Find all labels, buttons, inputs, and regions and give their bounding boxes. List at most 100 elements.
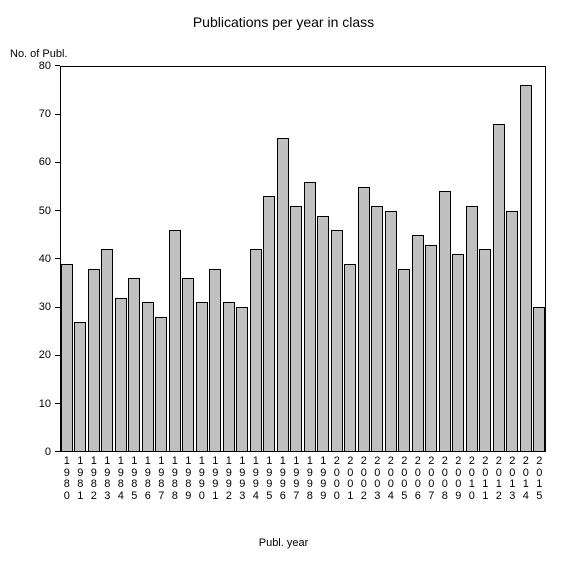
x-tick: 2010 <box>469 452 475 502</box>
x-tick: 1989 <box>185 452 191 502</box>
y-tick-label: 70 <box>29 108 55 120</box>
x-tick: 2001 <box>347 452 353 502</box>
y-tick-label: 60 <box>29 156 55 168</box>
x-tick: 2006 <box>415 452 421 502</box>
y-tick: 0 <box>29 443 60 461</box>
bar <box>439 191 451 452</box>
bar <box>88 269 100 452</box>
x-tick: 1995 <box>266 452 272 502</box>
bar <box>358 187 370 452</box>
y-tick-mark <box>55 451 60 452</box>
y-tick-label: 0 <box>29 446 55 458</box>
x-tick: 2015 <box>536 452 542 502</box>
bar <box>277 138 289 452</box>
x-tick: 1982 <box>91 452 97 502</box>
x-tick: 2007 <box>428 452 434 502</box>
y-tick-label: 40 <box>29 253 55 265</box>
bar <box>304 182 316 452</box>
x-tick: 2004 <box>388 452 394 502</box>
x-tick: 1987 <box>158 452 164 502</box>
bar <box>493 124 505 452</box>
bar <box>452 254 464 452</box>
bar <box>169 230 181 452</box>
bar <box>317 216 329 452</box>
y-tick-mark <box>55 114 60 115</box>
x-tick: 1994 <box>253 452 259 502</box>
bar <box>115 298 127 452</box>
x-tick: 2000 <box>334 452 340 502</box>
bar <box>128 278 140 452</box>
y-tick-mark <box>55 162 60 163</box>
x-tick: 1992 <box>226 452 232 502</box>
x-tick: 2012 <box>496 452 502 502</box>
bar <box>385 211 397 452</box>
y-tick: 10 <box>29 395 60 413</box>
figure: Publications per year in class No. of Pu… <box>0 0 567 567</box>
x-tick: 1998 <box>307 452 313 502</box>
y-tick: 40 <box>29 250 60 268</box>
y-tick-mark <box>55 355 60 356</box>
bar <box>412 235 424 452</box>
x-tick: 1986 <box>145 452 151 502</box>
x-tick: 2005 <box>401 452 407 502</box>
bar <box>533 307 545 452</box>
y-tick-mark <box>55 258 60 259</box>
x-tick: 1981 <box>77 452 83 502</box>
y-tick-mark <box>55 403 60 404</box>
bar <box>101 249 113 452</box>
bar <box>182 278 194 452</box>
bar <box>155 317 167 452</box>
x-tick: 1999 <box>320 452 326 502</box>
bar <box>61 264 73 452</box>
y-tick-mark <box>55 65 60 66</box>
bar <box>466 206 478 452</box>
bar <box>250 249 262 452</box>
bar <box>520 85 532 452</box>
y-tick-label: 10 <box>29 398 55 410</box>
x-tick: 2014 <box>523 452 529 502</box>
x-tick: 2011 <box>482 452 488 502</box>
x-tick: 2013 <box>509 452 515 502</box>
y-tick: 30 <box>29 298 60 316</box>
x-tick: 2008 <box>442 452 448 502</box>
bar <box>425 245 437 452</box>
bar <box>331 230 343 452</box>
x-tick: 1991 <box>212 452 218 502</box>
plot-area: 1980198119821983198419851986198719881989… <box>60 66 546 452</box>
chart-title: Publications per year in class <box>0 14 567 30</box>
bar <box>196 302 208 452</box>
x-tick: 1988 <box>172 452 178 502</box>
x-tick: 2002 <box>361 452 367 502</box>
y-tick: 50 <box>29 202 60 220</box>
x-axis-label: Publ. year <box>0 537 567 549</box>
x-tick: 1990 <box>199 452 205 502</box>
x-tick: 1993 <box>239 452 245 502</box>
x-tick: 1984 <box>118 452 124 502</box>
y-tick-label: 30 <box>29 301 55 313</box>
y-tick-label: 20 <box>29 349 55 361</box>
y-tick: 60 <box>29 154 60 172</box>
y-tick-mark <box>55 307 60 308</box>
bars-layer <box>60 66 546 452</box>
y-tick: 70 <box>29 105 60 123</box>
bar <box>290 206 302 452</box>
bar <box>223 302 235 452</box>
bar <box>74 322 86 452</box>
bar <box>263 196 275 452</box>
bar <box>344 264 356 452</box>
x-tick: 1983 <box>104 452 110 502</box>
x-tick: 2009 <box>455 452 461 502</box>
y-tick-label: 50 <box>29 205 55 217</box>
x-tick: 1980 <box>64 452 70 502</box>
x-tick: 1985 <box>131 452 137 502</box>
bar <box>209 269 221 452</box>
bar <box>479 249 491 452</box>
bar <box>398 269 410 452</box>
y-tick: 80 <box>29 57 60 75</box>
x-tick: 2003 <box>374 452 380 502</box>
bar <box>236 307 248 452</box>
y-tick-mark <box>55 210 60 211</box>
y-tick: 20 <box>29 347 60 365</box>
x-tick: 1996 <box>280 452 286 502</box>
x-tick: 1997 <box>293 452 299 502</box>
